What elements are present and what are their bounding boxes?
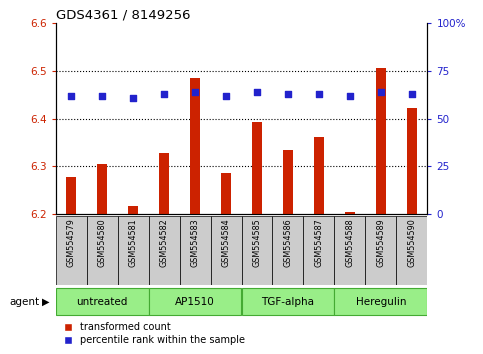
Text: GSM554590: GSM554590 (408, 218, 416, 267)
Point (408, 91, 416, 97)
Point (129, 95, 137, 101)
Bar (149, 288, 242, 315)
Bar (366, 216, 397, 285)
Bar (334, 288, 427, 315)
Text: GSM554585: GSM554585 (253, 218, 261, 267)
Text: GSM554581: GSM554581 (128, 218, 138, 267)
Point (191, 89, 199, 95)
Bar (283, 150, 293, 214)
Text: GSM554586: GSM554586 (284, 218, 293, 267)
Text: AP1510: AP1510 (175, 297, 215, 307)
Text: GSM554589: GSM554589 (376, 218, 385, 267)
Bar (128, 206, 139, 214)
Bar (211, 216, 242, 285)
Bar (149, 216, 180, 285)
Text: GSM554584: GSM554584 (222, 218, 230, 267)
Point (253, 89, 261, 95)
Text: untreated: untreated (76, 297, 128, 307)
Bar (117, 216, 149, 285)
Bar (252, 122, 262, 214)
Bar (221, 173, 231, 214)
Bar (56, 216, 86, 285)
Text: GDS4361 / 8149256: GDS4361 / 8149256 (56, 9, 190, 22)
Point (284, 91, 292, 97)
Text: GSM554579: GSM554579 (67, 218, 75, 267)
Text: GSM554580: GSM554580 (98, 218, 107, 267)
Text: GSM554582: GSM554582 (159, 218, 169, 267)
Point (160, 91, 168, 97)
Point (98, 93, 106, 98)
Bar (272, 216, 303, 285)
Bar (397, 216, 427, 285)
Bar (158, 153, 170, 214)
Bar (86, 216, 117, 285)
Text: Heregulin: Heregulin (355, 297, 406, 307)
Point (346, 93, 354, 98)
Bar (334, 216, 366, 285)
Bar (313, 137, 325, 214)
Bar (56, 288, 149, 315)
Text: agent: agent (10, 297, 40, 307)
Bar (303, 216, 334, 285)
Point (315, 91, 323, 97)
Text: GSM554587: GSM554587 (314, 218, 324, 267)
Point (222, 93, 230, 98)
Bar (344, 212, 355, 214)
Bar (407, 108, 417, 214)
Text: GSM554583: GSM554583 (190, 218, 199, 267)
Bar (66, 177, 76, 214)
Point (377, 89, 385, 95)
Bar (242, 288, 334, 315)
Bar (190, 78, 200, 214)
Text: ▶: ▶ (42, 297, 50, 307)
Text: TGF-alpha: TGF-alpha (261, 297, 314, 307)
Bar (242, 216, 272, 285)
Legend: transformed count, percentile rank within the sample: transformed count, percentile rank withi… (60, 319, 249, 349)
Text: GSM554588: GSM554588 (345, 218, 355, 267)
Bar (97, 164, 107, 214)
Point (67, 93, 75, 98)
Bar (180, 216, 211, 285)
Bar (376, 68, 386, 214)
